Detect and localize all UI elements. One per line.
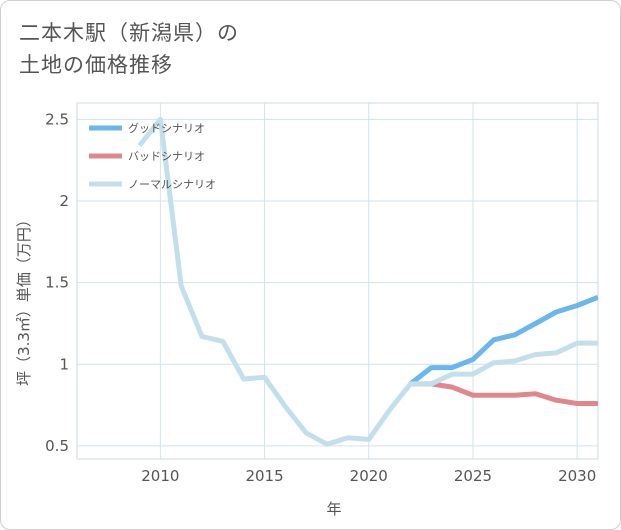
legend-label-0: グッドシナリオ [128, 121, 205, 135]
grid-lines [77, 103, 598, 459]
series-lines [137, 116, 598, 447]
x-tick-label: 2015 [245, 467, 283, 485]
y-tick-label: 2.5 [45, 110, 69, 128]
x-axis-ticks: 2010 2015 2020 2025 2030 [141, 467, 596, 485]
x-tick-label: 2025 [454, 467, 492, 485]
x-axis-label: 年 [326, 500, 341, 518]
x-tick-label: 2030 [558, 467, 596, 485]
series-line-0 [408, 294, 598, 386]
x-tick-label: 2010 [141, 467, 179, 485]
series-line-1 [410, 381, 598, 406]
legend-label-2: ノーマルシナリオ [128, 178, 216, 191]
y-tick-label: 2 [59, 192, 69, 210]
y-tick-label: 0.5 [45, 437, 69, 455]
legend-label-1: バッドシナリオ [128, 150, 205, 163]
y-tick-label: 1 [59, 355, 69, 373]
chart-title: 二本木駅（新潟県）の 土地の価格推移 [19, 17, 239, 81]
title-line-2: 土地の価格推移 [19, 53, 173, 77]
x-tick-label: 2020 [350, 467, 388, 485]
y-axis-label: 坪（3.3㎡）単価（万円） [15, 212, 33, 386]
title-line-1: 二本木駅（新潟県）の [19, 21, 239, 45]
y-tick-label: 1.5 [45, 274, 69, 292]
series-line-2 [137, 116, 598, 447]
y-axis-ticks: 0.5 1 1.5 2 2.5 [45, 110, 69, 455]
